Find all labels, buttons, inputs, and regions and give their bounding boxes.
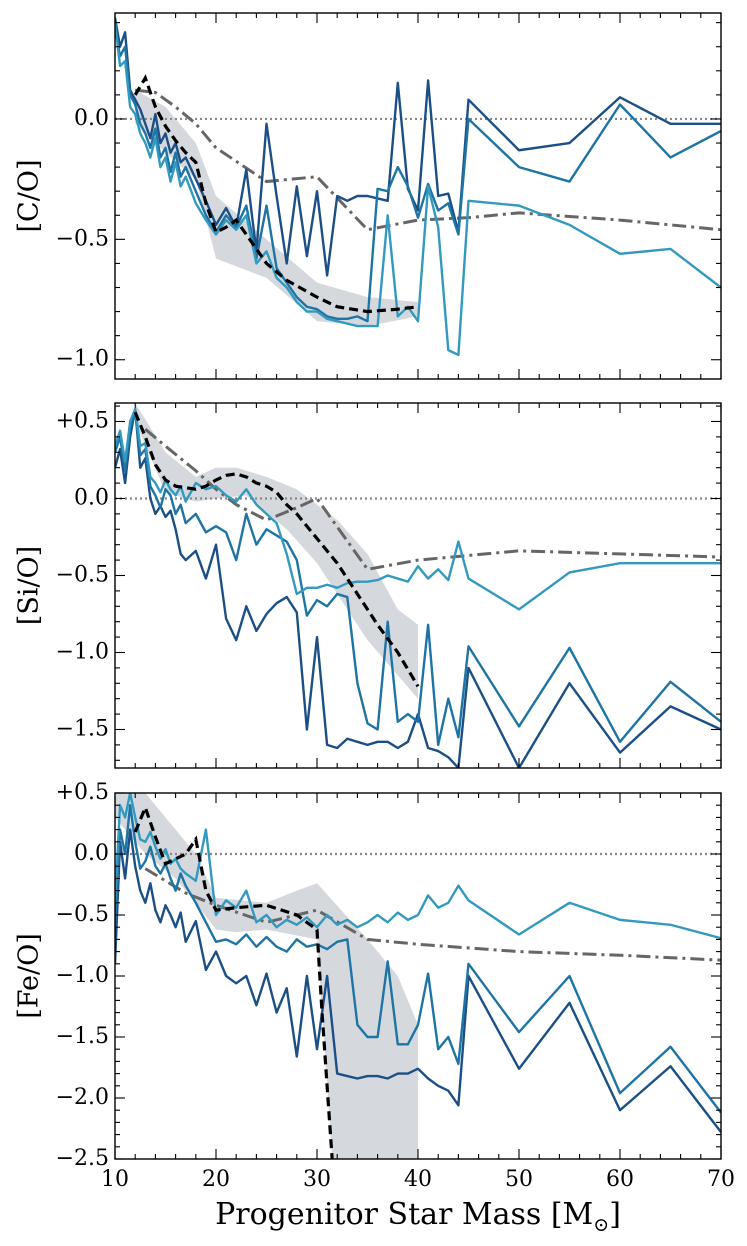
panel-3-ytick-label: −2.0	[56, 1085, 109, 1110]
xtick-label: 50	[505, 1167, 533, 1192]
xtick-label: 30	[303, 1167, 331, 1192]
panel-2-plot-area	[115, 403, 721, 768]
xtick-label: 70	[707, 1167, 735, 1192]
panel-2-ytick-label: +0.5	[56, 408, 109, 433]
panel-2-ytick-label: −1.5	[56, 716, 109, 741]
panel-3-series-model-light	[115, 793, 721, 940]
panel-3-ytick-label: +0.5	[56, 780, 109, 805]
xtick-label: 20	[202, 1167, 230, 1192]
panel-3-ylabel: [Fe/O]	[14, 933, 45, 1019]
xlabel-main: Progenitor Star Mass [M	[215, 1197, 593, 1232]
panel-3-ytick-label: −1.0	[56, 963, 109, 988]
panel-2-uncertainty-band	[135, 403, 418, 699]
panel-3-series-model-mid	[115, 804, 721, 1114]
panel-2-series-model-dark	[115, 407, 721, 768]
panel-1-plot-area	[115, 17, 721, 357]
panel-2-ylabel: [Si/O]	[14, 546, 45, 625]
xtick-label: 10	[101, 1167, 129, 1192]
panel-1-series-model-dark	[115, 17, 721, 277]
panel-2-ytick-label: −1.0	[56, 639, 109, 664]
panel-1-ytick-label: 0.0	[74, 106, 109, 131]
panel-3-dashdot-line	[144, 867, 721, 962]
panel-3-ytick-label: −2.5	[56, 1146, 109, 1171]
xlabel: Progenitor Star Mass [M⊙]	[215, 1197, 621, 1236]
panel-2-series-model-light	[115, 407, 721, 611]
panel-1-series-model-light	[115, 22, 721, 357]
panel-1-ytick-label: −1.0	[56, 347, 109, 372]
panel-3-ytick-label: −0.5	[56, 902, 109, 927]
panel-2-ytick-label: −0.5	[56, 562, 109, 587]
panel-2-ytick-label: 0.0	[74, 485, 109, 510]
panel-3-dashed-line	[133, 803, 334, 1159]
panel-1-dashdot-line	[135, 88, 721, 232]
panel-1: 0.0 −0.5 −1.0 [C/O]	[14, 12, 722, 380]
xlabel-sun-symbol: ⊙	[593, 1214, 609, 1236]
xtick-label: 60	[606, 1167, 634, 1192]
panel-3-uncertainty-band	[115, 793, 418, 1159]
panel-3-ytick-label: 0.0	[74, 841, 109, 866]
panel-2-dashed-line	[133, 411, 420, 688]
panel-3-series-model-dark	[115, 828, 721, 1133]
panel-2-dashdot-line	[144, 428, 721, 571]
panel-3-ytick-label: −1.5	[56, 1024, 109, 1049]
panel-1-ylabel: [C/O]	[14, 160, 45, 233]
xtick-label: 40	[404, 1167, 432, 1192]
xlabel-close: ]	[609, 1197, 621, 1232]
panel-1-dashed-line	[133, 74, 419, 314]
panel-2: +0.5 0.0 −0.5 −1.0 −1.5 [Si/O]	[14, 402, 722, 769]
panel-3: +0.5 0.0 −0.5 −1.0 −1.5 −2.0 −2.5 [Fe/O]	[14, 780, 722, 1171]
panel-1-ytick-label: −0.5	[56, 226, 109, 251]
panel-3-plot-area	[115, 793, 721, 1159]
